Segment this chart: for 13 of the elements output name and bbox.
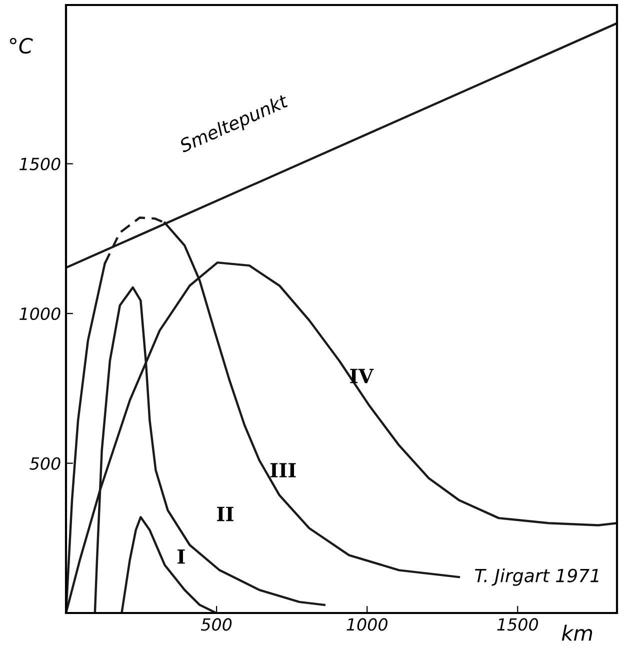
y-axis-title: °C	[10, 38, 33, 54]
annotation: T. Jirgart 1971	[475, 568, 598, 586]
annotation: III	[270, 463, 296, 478]
y-tick-label: 1000	[20, 307, 60, 320]
x-axis-title: km	[562, 624, 592, 641]
y-tick-label: 1500	[20, 158, 60, 170]
annotation: IV	[350, 368, 374, 384]
annotation: I	[178, 549, 185, 564]
annotation: II	[217, 506, 234, 522]
y-tick-label: 500	[30, 457, 60, 470]
x-tick-label: 500	[200, 618, 232, 631]
x-tick-label: 1500	[497, 618, 538, 631]
x-tick-label: 1000	[346, 618, 388, 631]
